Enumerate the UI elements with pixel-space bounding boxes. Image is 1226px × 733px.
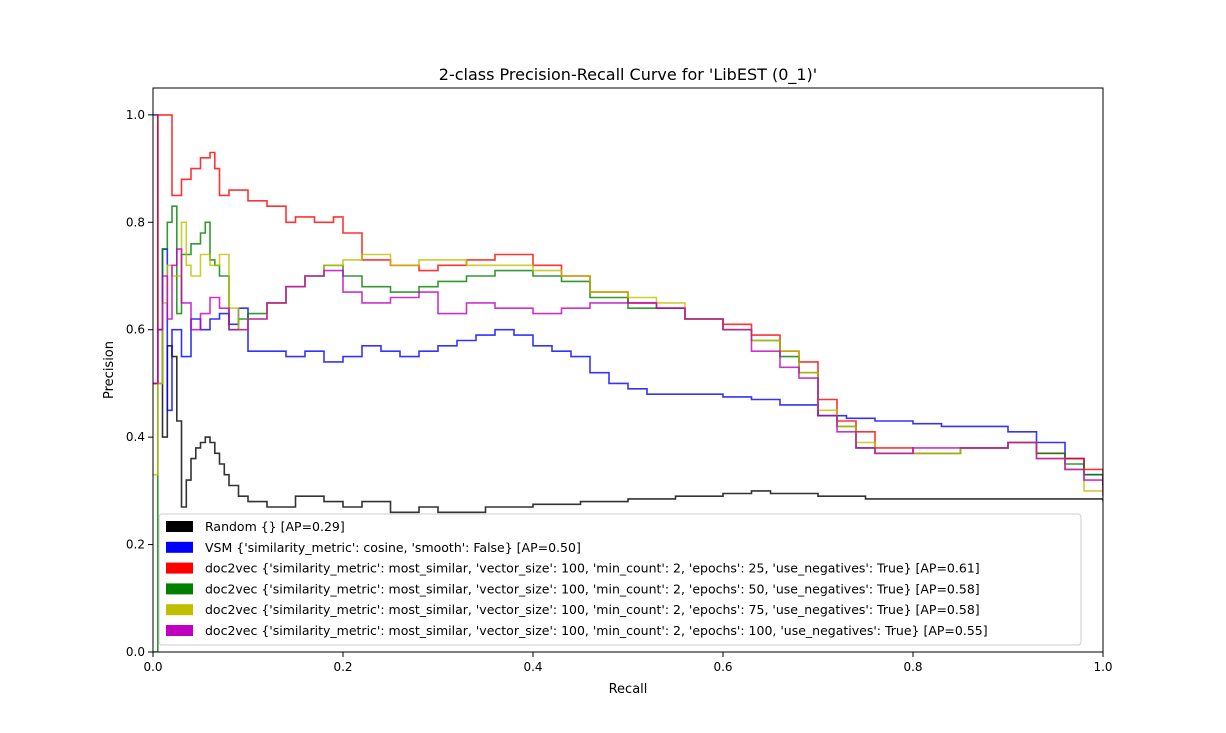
x-axis: 0.0 0.2 0.4 0.6 0.8 1.0 — [143, 652, 1113, 674]
legend-swatch-5 — [166, 625, 193, 636]
x-tick-label: 0.6 — [713, 660, 732, 674]
legend-swatch-3 — [166, 583, 193, 595]
x-tick-label: 0.4 — [523, 660, 542, 674]
x-tick-label: 0.0 — [143, 660, 162, 674]
y-tick-label: 1.0 — [126, 108, 145, 122]
y-axis-label: Precision — [102, 341, 117, 399]
series-line-5 — [153, 248, 1103, 497]
y-tick-label: 0.6 — [126, 323, 145, 337]
legend-label-4: doc2vec {'similarity_metric': most_simil… — [205, 602, 980, 617]
legend-label-1: VSM {'similarity_metric': cosine, 'smoot… — [205, 540, 581, 555]
y-tick-label: 0.2 — [126, 538, 145, 552]
legend-swatch-0 — [166, 521, 193, 532]
x-axis-label: Recall — [609, 682, 648, 697]
series-layer — [153, 114, 1103, 652]
series-line-0 — [153, 328, 1103, 514]
series-line-4 — [153, 221, 1103, 497]
chart-title: 2-class Precision-Recall Curve for 'LibE… — [439, 65, 817, 85]
legend-label-2: doc2vec {'similarity_metric': most_simil… — [205, 561, 980, 576]
legend-swatch-4 — [166, 604, 193, 616]
legend-label-0: Random {} [AP=0.29] — [205, 519, 345, 534]
x-tick-label: 0.8 — [903, 660, 922, 674]
legend-label-3: doc2vec {'similarity_metric': most_simil… — [205, 581, 980, 596]
legend-frame — [158, 513, 1082, 646]
legend-swatch-2 — [166, 562, 193, 574]
legend-label-5: doc2vec {'similarity_metric': most_simil… — [205, 623, 988, 638]
y-tick-label: 0.4 — [126, 430, 145, 444]
y-tick-label: 0.0 — [126, 645, 145, 659]
legend: Random {} [AP=0.29] VSM {'similarity_metr… — [158, 513, 1082, 646]
x-tick-label: 0.2 — [333, 660, 352, 674]
plot-frame — [152, 87, 1104, 653]
series-line-1 — [153, 114, 1103, 486]
x-tick-label: 1.0 — [1093, 660, 1112, 674]
y-axis: 0.0 0.2 0.4 0.6 0.8 1.0 — [126, 108, 153, 659]
legend-swatch-1 — [166, 541, 193, 553]
y-tick-label: 0.8 — [126, 215, 145, 229]
